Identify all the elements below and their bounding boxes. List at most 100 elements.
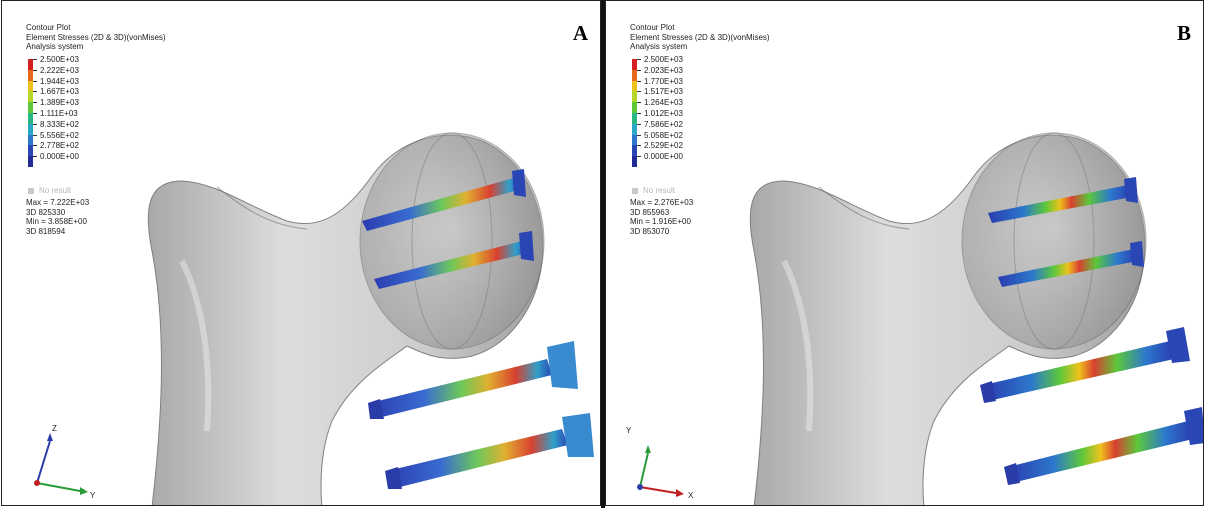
legend-swatch xyxy=(28,80,33,92)
axis-label-right-a: Y xyxy=(90,491,96,500)
legend-swatch xyxy=(632,69,637,81)
max-element: 3D 825330 xyxy=(26,207,66,217)
legend-swatch xyxy=(28,134,33,146)
min-value: Min = 3.858E+00 xyxy=(26,217,87,226)
legend-swatch xyxy=(28,91,33,103)
legend-tick xyxy=(637,145,641,147)
legend-tick xyxy=(637,69,641,71)
axis-label-right-b: X xyxy=(688,491,694,500)
legend-swatch xyxy=(28,123,33,135)
legend-value: 2.500E+03 xyxy=(644,55,683,64)
legend-swatch xyxy=(632,145,637,157)
legend-value: 1.111E+03 xyxy=(40,108,78,118)
screw-detail-lower-a xyxy=(385,413,594,489)
legend-value: 1.389E+03 xyxy=(40,98,79,108)
legend-swatch xyxy=(28,112,33,124)
legend-tick xyxy=(637,102,641,104)
plot-title: Contour Plot xyxy=(630,23,675,32)
no-result-label: No result xyxy=(643,186,676,195)
legend-value: 1.944E+03 xyxy=(40,76,79,86)
no-result-entry-a: No result xyxy=(28,186,71,195)
legend-value: 5.556E+02 xyxy=(40,130,79,140)
inserted-screw-lower-a xyxy=(374,231,534,289)
legend-swatch xyxy=(28,59,33,70)
no-result-swatch xyxy=(632,187,638,194)
legend-swatch xyxy=(28,156,33,167)
panel-divider xyxy=(601,0,605,508)
inserted-screw-lower-b xyxy=(998,241,1144,287)
legend-value: 0.000E+00 xyxy=(644,152,683,162)
legend-swatch xyxy=(28,102,33,113)
legend-tick xyxy=(33,156,37,158)
legend-tick xyxy=(637,134,641,136)
panel-letter-b: B xyxy=(1176,21,1191,45)
legend-tick xyxy=(33,91,37,93)
legend-tick xyxy=(637,91,641,93)
plot-header-b: Contour Plot Element Stresses (2D & 3D)(… xyxy=(630,23,770,52)
min-element: 3D 818594 xyxy=(26,226,66,236)
legend-tick xyxy=(33,123,37,125)
legend-swatch xyxy=(632,134,637,146)
screw-detail-upper-b xyxy=(980,327,1190,403)
plot-system: Analysis system xyxy=(26,42,84,51)
plot-header-a: Contour Plot Element Stresses (2D & 3D)(… xyxy=(26,23,166,52)
legend-value: 7.586E+02 xyxy=(644,119,683,129)
min-element: 3D 853070 xyxy=(630,226,670,236)
stats-block-b: Max = 2.276E+03 3D 855963 Min = 1.916E+0… xyxy=(630,198,693,236)
legend-value: 1.770E+03 xyxy=(644,76,683,86)
inserted-screw-upper-b xyxy=(988,177,1138,223)
legend-tick xyxy=(33,69,37,71)
legend-value: 2.500E+03 xyxy=(40,55,79,64)
legend-swatch xyxy=(632,156,637,167)
legend-swatch xyxy=(632,80,637,92)
legend-value: 1.667E+03 xyxy=(40,87,79,97)
no-result-swatch xyxy=(28,187,34,194)
legend-tick xyxy=(33,112,37,114)
legend-value: 1.517E+03 xyxy=(644,87,683,97)
legend-tick xyxy=(637,123,641,125)
legend-tick xyxy=(33,145,37,147)
legend-tick xyxy=(637,156,641,158)
plot-result-type: Element Stresses (2D & 3D)(vonMises) xyxy=(26,32,166,42)
plot-title: Contour Plot xyxy=(26,23,71,32)
inserted-screw-upper-a xyxy=(362,169,526,231)
panel-letter-a: A xyxy=(572,21,588,45)
axis-label-up-a: Z xyxy=(52,424,57,433)
legend-value: 2.222E+03 xyxy=(40,65,79,75)
legend-swatch xyxy=(28,145,33,157)
screw-detail-upper-a xyxy=(368,341,578,419)
legend-swatch xyxy=(632,112,637,124)
femur-scene-a: Z Y xyxy=(34,132,594,505)
axis-label-up-b: Y xyxy=(626,426,632,435)
legend-tick xyxy=(637,80,641,82)
axis-triad-a: Z Y xyxy=(34,424,96,500)
legend-tick xyxy=(33,134,37,136)
panel-a: Z Y Contour Plot Element Stresses (2D & … xyxy=(1,0,601,506)
legend-value: 8.333E+02 xyxy=(40,119,79,129)
stats-block-a: Max = 7.222E+03 3D 825330 Min = 3.858E+0… xyxy=(26,198,89,236)
plot-result-type: Element Stresses (2D & 3D)(vonMises) xyxy=(630,32,770,42)
no-result-entry-b: No result xyxy=(632,186,675,195)
legend-tick xyxy=(637,112,641,114)
legend-value: 2.529E+02 xyxy=(644,141,683,151)
plot-system: Analysis system xyxy=(630,42,688,51)
max-value: Max = 2.276E+03 xyxy=(630,198,694,207)
legend-tick xyxy=(33,59,37,60)
legend-swatch xyxy=(632,102,637,113)
legend-value: 5.058E+02 xyxy=(644,130,683,140)
legend-value: 2.778E+02 xyxy=(40,141,79,151)
legend-swatch xyxy=(632,123,637,135)
legend-value: 0.000E+00 xyxy=(40,152,79,162)
legend-tick xyxy=(33,80,37,82)
legend-swatch xyxy=(632,91,637,103)
max-element: 3D 855963 xyxy=(630,207,670,217)
no-result-label: No result xyxy=(39,186,72,195)
legend-value: 1.264E+03 xyxy=(644,98,683,108)
max-value: Max = 7.222E+03 xyxy=(26,198,90,207)
legend-tick xyxy=(33,102,37,104)
legend-tick xyxy=(637,59,641,60)
legend-value: 2.023E+03 xyxy=(644,65,683,75)
panel-b: Y X Contour Plot Element Stresses (2D & … xyxy=(605,0,1204,506)
axis-triad-b: Y X xyxy=(626,426,694,500)
min-value: Min = 1.916E+00 xyxy=(630,217,691,226)
